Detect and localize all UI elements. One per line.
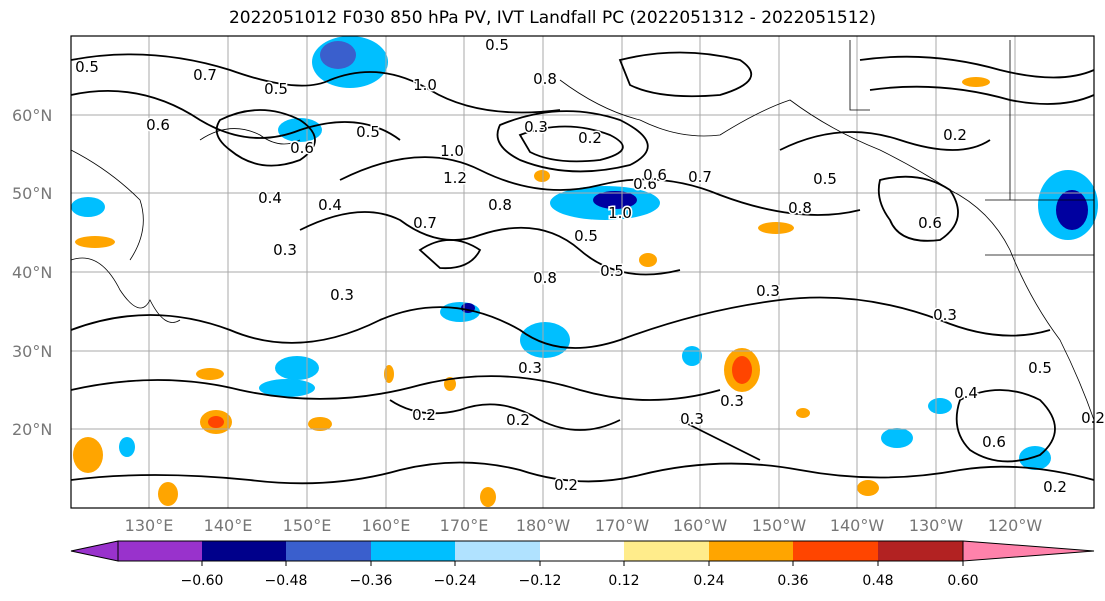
colorbar-segment: [455, 541, 540, 561]
colorbar-tick-label: −0.48: [265, 573, 308, 589]
contour-label: 0.6: [146, 116, 170, 134]
graticule: [71, 36, 1094, 508]
colorbar-segment: [540, 541, 624, 561]
contour-label: 0.3: [330, 286, 354, 304]
lon-label: 130°E: [125, 516, 174, 535]
longitude-labels: 130°E 140°E 150°E 160°E 170°E 180°W 170°…: [125, 516, 1043, 535]
contour-label: 1.2: [443, 169, 467, 187]
lon-label: 140°W: [830, 516, 885, 535]
lon-label: 150°E: [283, 516, 332, 535]
contour-label: 0.3: [933, 306, 957, 324]
colorbar-tick-label: 0.12: [608, 573, 639, 589]
colorbar-tick-label: 0.36: [777, 573, 808, 589]
contour-label-group: 0.5 0.70.50.61.00.50.6 1.00.80.30.20.50.6 0…: [74, 35, 1105, 498]
map-border: [70, 35, 1095, 509]
contour-label: 0.5: [574, 227, 598, 245]
contour-label: 0.4: [954, 384, 978, 402]
latitude-labels: 60°N 50°N 40°N 30°N 20°N: [12, 106, 52, 439]
lon-label: 150°W: [752, 516, 807, 535]
contour-label: 0.8: [533, 70, 557, 88]
colorbar-tick-label: −0.60: [181, 573, 224, 589]
pv-contours: [70, 51, 1095, 485]
contour-label: 0.5: [813, 170, 837, 188]
lat-label: 20°N: [12, 420, 52, 439]
contour-label: 0.2: [1043, 478, 1067, 496]
contour-label: 0.2: [1081, 409, 1105, 427]
colorbar-tick-label: 0.48: [862, 573, 893, 589]
colorbar-segment: [286, 541, 371, 561]
lat-label: 50°N: [12, 184, 52, 203]
contour-label: 0.4: [258, 189, 282, 207]
colorbar-tick-label: 0.24: [693, 573, 724, 589]
contour-label: 0.8: [788, 199, 812, 217]
contour-label: 0.6: [643, 166, 667, 184]
lon-label: 130°W: [909, 516, 964, 535]
contour-label: 0.6: [982, 433, 1006, 451]
contour-label: 0.3: [524, 118, 548, 136]
colorbar-max-extend: [962, 540, 1095, 562]
colorbar-tick-label: 0.60: [947, 573, 978, 589]
colorbar-segment: [118, 541, 202, 561]
pv-anomaly-fills: [71, 36, 1098, 507]
contour-label: 0.5: [485, 36, 509, 54]
colorbar-tick-label: −0.36: [350, 573, 393, 589]
lon-label: 120°W: [988, 516, 1043, 535]
lon-label: 160°E: [362, 516, 411, 535]
colorbar-segment: [709, 541, 793, 561]
contour-label: 0.3: [720, 392, 744, 410]
colorbar-segment: [371, 541, 455, 561]
contour-label: 0.3: [273, 241, 297, 259]
contour-label: 0.2: [943, 126, 967, 144]
colorbar-segment: [202, 541, 286, 561]
colorbar-min-extend: [70, 540, 119, 562]
colorbar-segment: [878, 541, 963, 561]
contour-label: 0.2: [578, 129, 602, 147]
lat-label: 30°N: [12, 342, 52, 361]
contour-label: 0.5: [600, 262, 624, 280]
contour-label: 0.5: [264, 80, 288, 98]
lon-label: 180°W: [516, 516, 571, 535]
contour-label: 0.5: [75, 58, 99, 76]
contour-label: 0.4: [318, 196, 342, 214]
contour-label: 1.0: [608, 204, 632, 222]
contour-label: 0.6: [633, 175, 657, 193]
colorbar-tick-label: −0.24: [434, 573, 477, 589]
contour-label: 0.7: [413, 214, 437, 232]
contour-label: 0.8: [533, 269, 557, 287]
lon-label: 140°E: [204, 516, 253, 535]
map-title: 2022051012 F030 850 hPa PV, IVT Landfall…: [228, 8, 876, 28]
contour-label: 0.2: [554, 476, 578, 494]
lon-label: 170°E: [440, 516, 489, 535]
lon-label: 160°W: [673, 516, 728, 535]
contour-label: 0.2: [506, 411, 530, 429]
contour-label: 0.6: [918, 214, 942, 232]
contour-label: 0.3: [518, 359, 542, 377]
contour-label: 1.0: [440, 142, 464, 160]
contour-label: 0.6: [290, 139, 314, 157]
lat-label: 40°N: [12, 263, 52, 282]
lat-label: 60°N: [12, 106, 52, 125]
colorbar-segment: [624, 541, 709, 561]
contour-label: 0.5: [1028, 359, 1052, 377]
contour-label: 0.5: [356, 123, 380, 141]
contour-label: 1.0: [413, 76, 437, 94]
contour-label: 0.7: [193, 66, 217, 84]
contour-label: 0.3: [756, 282, 780, 300]
colorbar-segment: [793, 541, 878, 561]
contour-label: 0.3: [680, 410, 704, 428]
colorbar-tick-label: −0.12: [519, 573, 562, 589]
contour-label: 0.7: [688, 168, 712, 186]
lon-label: 170°W: [595, 516, 650, 535]
contour-label: 0.8: [488, 196, 512, 214]
colorbar: −0.60 −0.48 −0.36 −0.24 −0.12 0.12 0.24 …: [70, 540, 1095, 589]
contour-label: 0.2: [412, 406, 436, 424]
